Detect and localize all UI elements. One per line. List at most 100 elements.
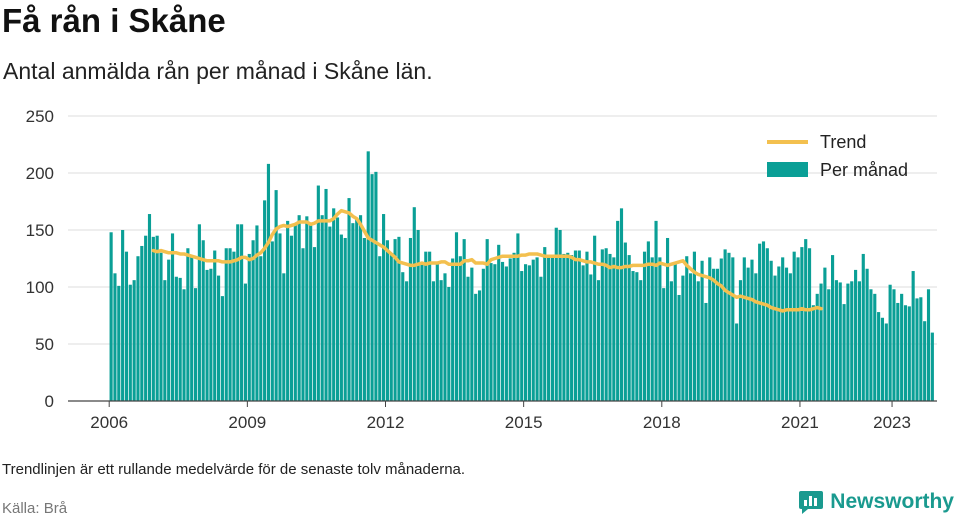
bar [627, 255, 631, 401]
bar [117, 285, 121, 401]
bar [205, 269, 209, 401]
x-tick-label: 2015 [505, 413, 543, 432]
x-tick-label: 2009 [228, 413, 266, 432]
bar [378, 256, 382, 401]
legend-trend-label: Trend [820, 132, 866, 152]
y-tick-label: 50 [35, 335, 54, 354]
bar [520, 271, 524, 401]
bar [167, 259, 171, 401]
bar [405, 281, 409, 401]
bar [358, 215, 363, 401]
bar [873, 293, 877, 401]
bar [777, 266, 781, 401]
bar [654, 220, 658, 401]
bar [796, 257, 800, 401]
bar [750, 259, 754, 401]
bar [297, 215, 301, 401]
y-tick-label: 0 [45, 392, 54, 411]
bar [316, 185, 320, 401]
bar [408, 237, 413, 401]
bar [236, 224, 240, 401]
bar [286, 220, 290, 401]
bar [696, 281, 700, 401]
bar [366, 151, 370, 401]
bar [619, 208, 624, 401]
bar [247, 253, 251, 401]
bar [170, 233, 175, 401]
bar [136, 256, 140, 401]
bar [458, 256, 462, 401]
bar [639, 280, 643, 401]
newsworthy-logo[interactable]: Newsworthy [798, 489, 954, 515]
y-tick-label: 150 [26, 221, 54, 240]
bar [585, 251, 589, 401]
bar [477, 290, 482, 401]
bar [685, 256, 689, 401]
bar [715, 268, 720, 401]
bar [900, 293, 904, 401]
bar [263, 200, 267, 401]
bar [147, 214, 152, 401]
legend-bar-swatch [767, 162, 808, 177]
x-tick-label: 2018 [643, 413, 681, 432]
bar [854, 269, 858, 401]
bar [385, 240, 389, 401]
bar [857, 281, 861, 401]
bar [930, 332, 934, 401]
bar [451, 258, 455, 401]
bar [335, 217, 340, 401]
bar [121, 230, 125, 401]
bar [765, 248, 769, 401]
bar [792, 251, 796, 401]
bar [877, 312, 881, 401]
bar [880, 317, 885, 401]
bar [431, 281, 436, 401]
bar [447, 287, 451, 401]
bar [393, 239, 397, 401]
bar [689, 273, 693, 401]
bar [581, 265, 585, 401]
bar [761, 241, 766, 401]
bar [174, 276, 178, 401]
bar [673, 264, 677, 401]
bar [355, 218, 359, 401]
bar [827, 289, 831, 401]
bar [665, 237, 670, 401]
bar [401, 272, 405, 401]
bar [708, 257, 712, 401]
bar [266, 163, 271, 401]
bar [919, 297, 923, 401]
bar [642, 251, 647, 401]
bar [677, 294, 681, 401]
bar [819, 283, 823, 401]
bar [550, 257, 554, 401]
bar [850, 281, 854, 401]
bar [742, 257, 746, 401]
bar [128, 284, 132, 401]
bar [884, 323, 888, 401]
bar [911, 271, 915, 401]
bar [232, 251, 236, 401]
legend-bar-label: Per månad [820, 160, 908, 180]
bar [861, 253, 865, 401]
bar [217, 275, 221, 401]
bar [573, 250, 578, 401]
bar [650, 257, 654, 401]
x-tick-label: 2023 [873, 413, 911, 432]
bar [155, 235, 159, 401]
bar [489, 263, 493, 401]
bar [435, 264, 439, 401]
bar [259, 256, 263, 401]
bar [658, 257, 662, 401]
bar [692, 251, 696, 401]
trend-note: Trendlinjen är ett rullande medelvärde f… [2, 461, 466, 478]
bar [892, 289, 896, 401]
bar [209, 268, 213, 401]
bar [443, 273, 447, 401]
bar [182, 289, 186, 401]
bar [343, 237, 347, 401]
bar [305, 216, 309, 401]
x-tick-label: 2021 [781, 413, 819, 432]
bar [903, 305, 908, 401]
bar [382, 214, 386, 401]
